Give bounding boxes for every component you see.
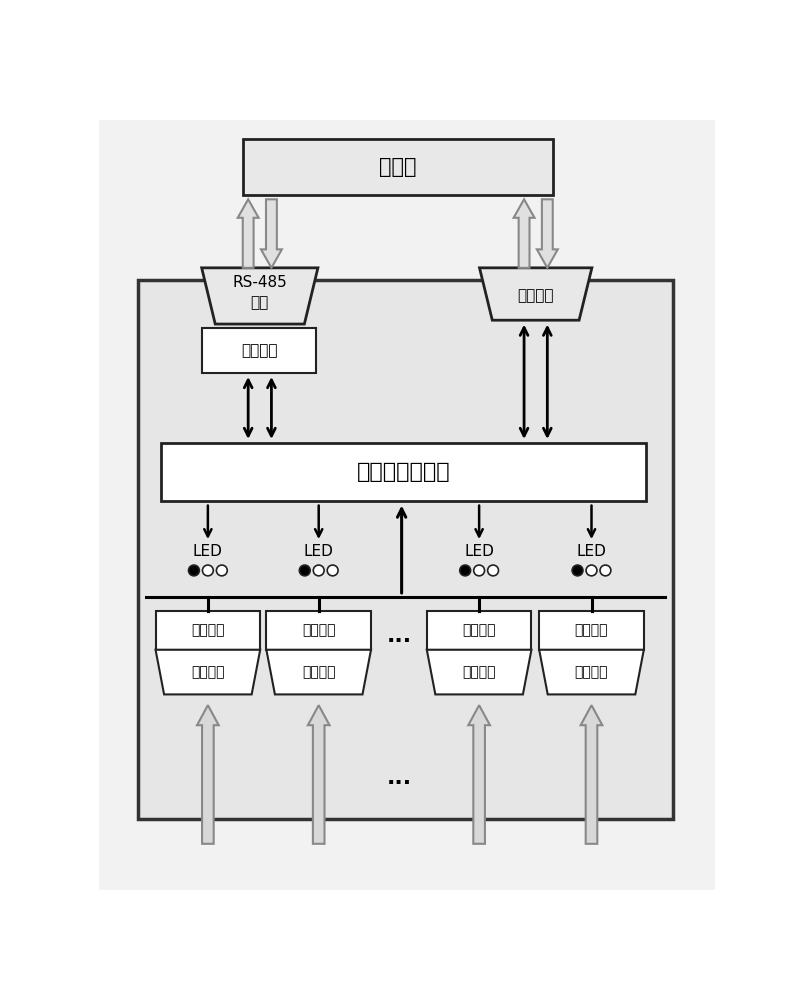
Text: 光纤接口: 光纤接口 (518, 288, 554, 303)
Text: ...: ... (386, 768, 412, 788)
Polygon shape (266, 650, 371, 694)
Text: LED: LED (576, 544, 607, 559)
Circle shape (586, 565, 597, 576)
Polygon shape (156, 650, 260, 694)
Circle shape (313, 565, 324, 576)
Polygon shape (539, 650, 644, 694)
Text: LED: LED (464, 544, 494, 559)
Text: 差分电路: 差分电路 (463, 624, 496, 638)
Text: 差分电路: 差分电路 (575, 624, 608, 638)
Text: RS-485
接口: RS-485 接口 (232, 275, 287, 310)
Polygon shape (261, 199, 282, 268)
Circle shape (487, 565, 498, 576)
Circle shape (328, 565, 338, 576)
Circle shape (216, 565, 227, 576)
Text: 差分电路: 差分电路 (302, 624, 335, 638)
Circle shape (600, 565, 611, 576)
Polygon shape (479, 268, 592, 320)
Circle shape (188, 565, 200, 576)
Polygon shape (238, 199, 258, 268)
Polygon shape (308, 705, 330, 844)
Polygon shape (427, 650, 531, 694)
Polygon shape (514, 199, 534, 268)
Text: 输入接口: 输入接口 (302, 665, 335, 679)
Circle shape (572, 565, 583, 576)
Circle shape (474, 565, 484, 576)
Bar (161, 443, 646, 501)
Polygon shape (197, 705, 219, 844)
Text: 可编程逻辑器件: 可编程逻辑器件 (357, 462, 451, 482)
Circle shape (300, 565, 310, 576)
Text: 输入接口: 输入接口 (575, 665, 608, 679)
Bar (202, 328, 316, 373)
Text: ...: ... (386, 626, 412, 646)
Bar (242, 139, 553, 195)
Text: 上位机: 上位机 (379, 157, 417, 177)
Bar (138, 280, 673, 819)
Polygon shape (580, 705, 603, 844)
Circle shape (203, 565, 213, 576)
Text: LED: LED (304, 544, 334, 559)
Text: 差分电路: 差分电路 (191, 624, 225, 638)
Polygon shape (537, 199, 558, 268)
Polygon shape (468, 705, 490, 844)
Polygon shape (202, 268, 318, 324)
Bar (156, 611, 260, 650)
Text: 差分电路: 差分电路 (241, 343, 277, 358)
Bar (427, 611, 531, 650)
Text: LED: LED (193, 544, 223, 559)
Bar (266, 611, 371, 650)
Text: 输入接口: 输入接口 (191, 665, 225, 679)
Text: 输入接口: 输入接口 (463, 665, 496, 679)
Circle shape (460, 565, 471, 576)
Bar (539, 611, 644, 650)
